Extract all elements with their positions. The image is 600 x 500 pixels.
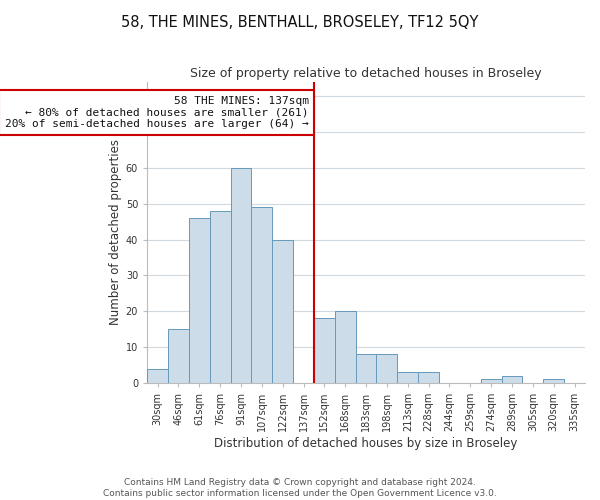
Bar <box>189 218 209 383</box>
Y-axis label: Number of detached properties: Number of detached properties <box>109 140 122 326</box>
Bar <box>168 329 189 383</box>
Bar <box>335 312 356 383</box>
Text: Contains HM Land Registry data © Crown copyright and database right 2024.
Contai: Contains HM Land Registry data © Crown c… <box>103 478 497 498</box>
Bar <box>543 380 564 383</box>
X-axis label: Distribution of detached houses by size in Broseley: Distribution of detached houses by size … <box>214 437 518 450</box>
Bar <box>356 354 376 383</box>
Bar <box>397 372 418 383</box>
Bar <box>418 372 439 383</box>
Bar <box>481 380 502 383</box>
Bar <box>251 207 272 383</box>
Bar <box>502 376 523 383</box>
Bar <box>147 368 168 383</box>
Text: 58 THE MINES: 137sqm
← 80% of detached houses are smaller (261)
20% of semi-deta: 58 THE MINES: 137sqm ← 80% of detached h… <box>5 96 309 129</box>
Bar <box>230 168 251 383</box>
Bar <box>272 240 293 383</box>
Bar <box>314 318 335 383</box>
Bar <box>376 354 397 383</box>
Bar <box>209 211 230 383</box>
Text: 58, THE MINES, BENTHALL, BROSELEY, TF12 5QY: 58, THE MINES, BENTHALL, BROSELEY, TF12 … <box>121 15 479 30</box>
Title: Size of property relative to detached houses in Broseley: Size of property relative to detached ho… <box>190 68 542 80</box>
